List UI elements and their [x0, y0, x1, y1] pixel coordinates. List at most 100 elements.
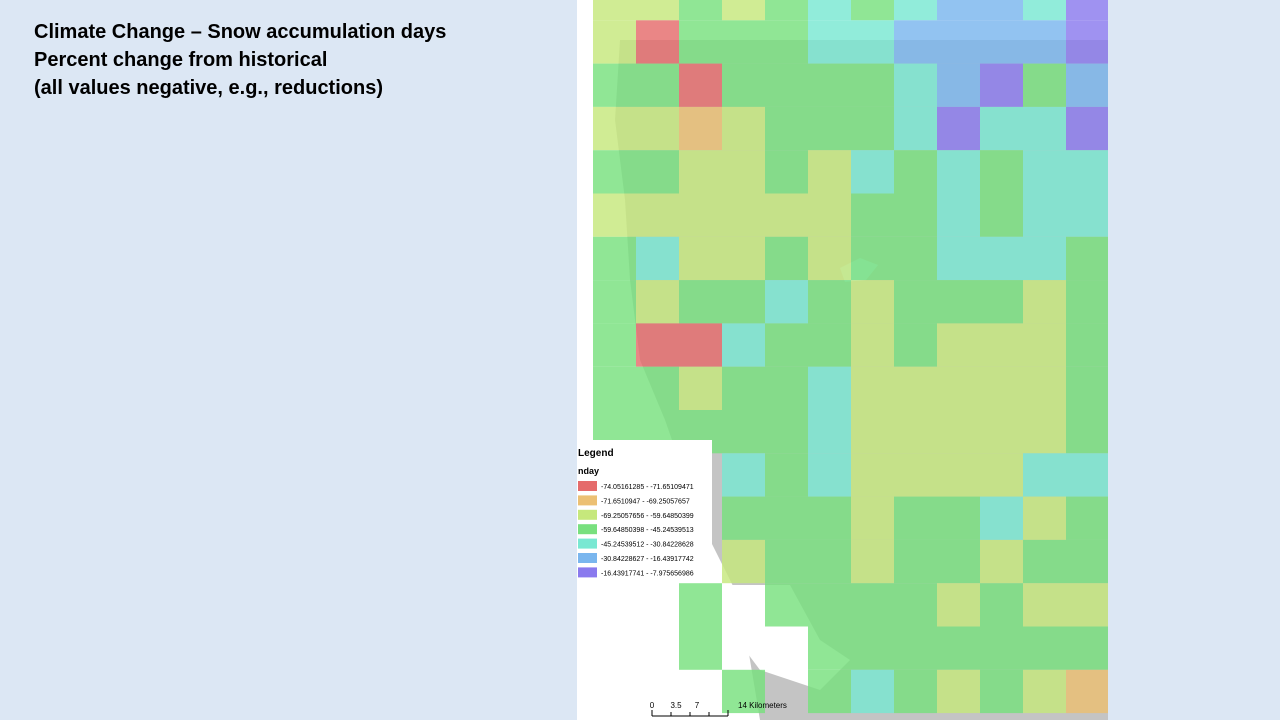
grid-cell	[1023, 453, 1066, 497]
grid-cell	[1023, 410, 1066, 454]
legend-swatch	[578, 538, 597, 549]
grid-cell	[1066, 453, 1108, 497]
grid-cell	[808, 193, 851, 237]
grid-cell	[851, 63, 894, 107]
grid-cell	[937, 63, 980, 107]
grid-cell	[1023, 280, 1066, 324]
legend-label: -59.64850398 - -45.24539513	[601, 527, 694, 534]
grid-cell	[808, 106, 851, 151]
grid-cell	[636, 323, 679, 367]
grid-cell	[722, 280, 765, 324]
legend-label: -69.25057656 - -59.64850399	[601, 513, 694, 520]
grid-cell	[593, 323, 636, 367]
grid-cell	[1023, 63, 1066, 107]
title-line: Climate Change – Snow accumulation days	[34, 21, 447, 43]
grid-cell	[851, 0, 894, 21]
title-line: Percent change from historical	[34, 49, 328, 71]
grid-cell	[937, 669, 980, 714]
grid-cell	[722, 366, 765, 410]
grid-cell	[722, 410, 765, 454]
grid-cell	[851, 583, 894, 627]
grid-cell	[1023, 236, 1066, 281]
grid-cell	[894, 323, 937, 367]
grid-cell	[722, 496, 765, 540]
legend-swatch	[578, 495, 597, 506]
grid-cell	[894, 63, 937, 107]
grid-cell	[937, 236, 980, 281]
grid-cell	[894, 453, 937, 497]
grid-cell	[1066, 106, 1108, 151]
grid-cell	[679, 236, 722, 281]
grid-cell	[980, 193, 1023, 237]
grid-cell	[636, 193, 679, 237]
title: Climate Change – Snow accumulation days …	[34, 18, 446, 102]
legend-label: -45.24539512 - -30.84228628	[601, 542, 694, 549]
grid-cell	[593, 280, 636, 324]
grid-cell	[722, 539, 765, 584]
grid-cell	[1023, 366, 1066, 410]
scale-label: 7	[695, 701, 700, 710]
legend-swatch	[578, 481, 597, 491]
grid-cell	[765, 20, 808, 64]
grid-cell	[1066, 280, 1108, 324]
grid-cell	[980, 106, 1023, 151]
grid-cell	[894, 669, 937, 714]
grid-cell	[722, 193, 765, 237]
scale-bar: 0 3.5 7 14 Kilometers	[650, 701, 787, 717]
grid-cell	[722, 20, 765, 64]
legend-swatch	[578, 509, 597, 520]
grid-cell	[636, 63, 679, 107]
grid-cell	[1023, 539, 1066, 584]
grid-cell	[851, 410, 894, 454]
legend-label: -30.84228627 - -16.43917742	[601, 556, 694, 563]
grid-cell	[980, 0, 1023, 21]
grid-cell	[1023, 193, 1066, 237]
grid-cell	[722, 106, 765, 151]
grid-cell	[765, 0, 808, 21]
grid-cell	[765, 106, 808, 151]
grid-cell	[1066, 0, 1108, 21]
legend-box	[577, 440, 712, 580]
legend-swatch	[578, 553, 597, 563]
grid-cell	[679, 366, 722, 410]
grid-cell	[937, 626, 980, 670]
grid-cell	[894, 106, 937, 151]
grid-cell	[808, 583, 851, 627]
grid-cell	[851, 366, 894, 410]
grid-cell	[980, 583, 1023, 627]
grid-cell	[980, 323, 1023, 367]
grid-cell	[808, 150, 851, 194]
grid-cell	[636, 280, 679, 324]
grid-cell	[679, 150, 722, 194]
grid-cell	[722, 236, 765, 281]
grid-cell	[765, 193, 808, 237]
grid-cell	[937, 150, 980, 194]
grid-cell	[808, 236, 851, 281]
grid-cell	[808, 410, 851, 454]
grid-cell	[1023, 626, 1066, 670]
grid-cell	[808, 496, 851, 540]
grid-cell	[937, 106, 980, 151]
grid-cell	[894, 236, 937, 281]
scale-label: 14 Kilometers	[738, 701, 787, 710]
grid-cell	[851, 20, 894, 64]
legend-label: -71.6510947 - -69.25057657	[601, 498, 690, 505]
grid-cell	[980, 496, 1023, 540]
grid-cell	[937, 20, 980, 64]
grid-cell	[593, 150, 636, 194]
scale-label: 0	[650, 701, 655, 710]
grid-cell	[808, 63, 851, 107]
grid-cell	[722, 150, 765, 194]
grid-cell	[980, 63, 1023, 107]
legend-field: nday	[578, 466, 599, 476]
grid-cell	[593, 236, 636, 281]
grid-cell	[765, 583, 808, 627]
grid-cell	[722, 63, 765, 107]
grid-cell	[765, 63, 808, 107]
grid-cell	[765, 150, 808, 194]
grid-cell	[894, 410, 937, 454]
grid-cell	[1066, 63, 1108, 107]
grid-cell	[1023, 0, 1066, 21]
grid-cell	[937, 193, 980, 237]
grid-cell	[894, 626, 937, 670]
